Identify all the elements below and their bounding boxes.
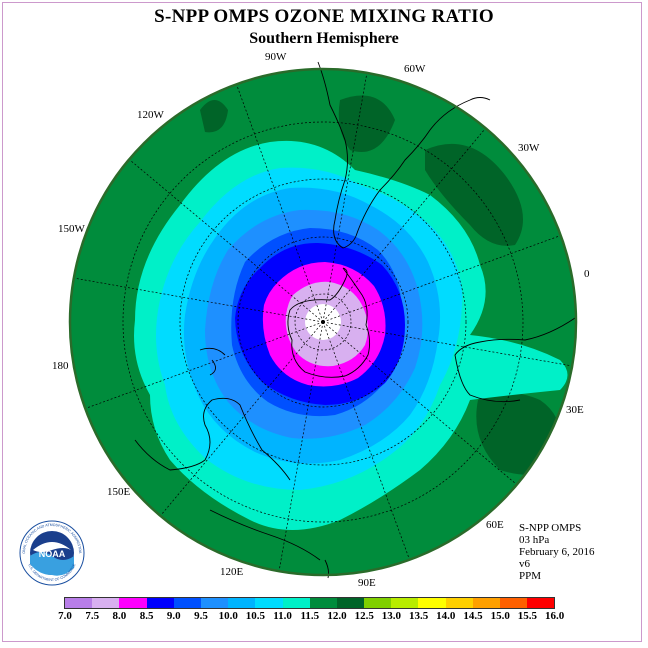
colorbar-swatch xyxy=(472,598,500,608)
colorbar-ticks: 7.0 7.5 8.0 8.5 9.0 9.5 10.0 10.5 11.0 11.5 12.0 12… xyxy=(0,610,648,624)
lon-label-30e: 30E xyxy=(566,404,584,416)
contour-12-0-patch-a xyxy=(200,100,228,133)
colorbar-swatch xyxy=(65,598,93,608)
map-title: S-NPP OMPS OZONE MIXING RATIO xyxy=(154,6,494,27)
coast-antarctica xyxy=(287,267,371,378)
ozone-field xyxy=(70,69,576,575)
figure-frame xyxy=(2,2,642,642)
colorbar xyxy=(64,597,556,609)
contour-12-0-patch-c xyxy=(425,143,523,246)
map-rim xyxy=(68,67,578,577)
colorbar-tick-label: 8.5 xyxy=(139,610,154,622)
lon-label-0: 0 xyxy=(584,268,590,280)
colorbar-tick-label: 16.0 xyxy=(544,610,565,622)
colorbar-swatch xyxy=(173,598,201,608)
colorbar-tick-label: 15.0 xyxy=(490,610,510,622)
lon-label-30w: 30W xyxy=(518,142,540,154)
colorbar-tick-label: 7.0 xyxy=(58,610,72,622)
info-level: 03 hPa xyxy=(519,534,550,546)
coast-new-zealand xyxy=(199,347,226,376)
lon-label-90w: 90W xyxy=(265,51,287,63)
coast-south-america xyxy=(317,61,491,249)
colorbar-tick-label: 11.5 xyxy=(300,610,320,622)
colorbar-tick-label: 12.5 xyxy=(354,610,374,622)
south-pole-marker xyxy=(321,320,325,324)
colorbar-swatch xyxy=(119,598,147,608)
colorbar-tick-label: 14.5 xyxy=(463,610,483,622)
noaa-logo-text: NOAA xyxy=(39,549,66,559)
colorbar-swatch xyxy=(336,598,365,608)
map-subtitle: Southern Hemisphere xyxy=(249,30,399,47)
colorbar-tick-label: 11.0 xyxy=(273,610,292,622)
graticule xyxy=(73,72,573,572)
colorbar-tick-label: 10.5 xyxy=(245,610,266,622)
colorbar-tick-label: 13.5 xyxy=(408,610,429,622)
contour-12-0-patch-b xyxy=(338,95,395,152)
colorbar-swatch xyxy=(200,598,229,608)
colorbar-tick-label: 15.5 xyxy=(517,610,538,622)
colorbar-swatch xyxy=(418,598,446,608)
colorbar-tick-label: 10.0 xyxy=(218,610,238,622)
colorbar-tick-label: 8.0 xyxy=(112,610,127,622)
lon-label-180: 180 xyxy=(52,360,69,372)
coast-australia xyxy=(134,397,291,481)
colorbar-swatch xyxy=(282,598,310,608)
colorbar-swatch xyxy=(309,598,337,608)
colorbar-swatch xyxy=(445,598,473,608)
colorbar-tick-label: 13.0 xyxy=(381,610,402,622)
colorbar-swatch xyxy=(228,598,256,608)
lon-label-150e: 150E xyxy=(107,486,131,498)
latitude-circle-50s xyxy=(122,121,524,523)
colorbar-tick-label: 14.0 xyxy=(436,610,456,622)
lon-label-120w: 120W xyxy=(137,109,164,121)
colorbar-tick-label: 7.5 xyxy=(85,610,100,622)
lon-label-120e: 120E xyxy=(220,566,244,578)
lon-label-60w: 60W xyxy=(404,63,426,75)
coast-indonesia xyxy=(209,509,330,579)
noaa-logo: NOAA NATIONAL OCEANIC AND ATMOSPHERIC AD… xyxy=(19,520,85,586)
colorbar-tick-label: 9.5 xyxy=(194,610,208,622)
colorbar-swatch xyxy=(527,598,555,608)
colorbar-swatch xyxy=(364,598,392,608)
coastlines xyxy=(134,61,576,579)
latitude-circle-80s xyxy=(294,293,352,351)
colorbar-swatch xyxy=(92,598,120,608)
colorbar-tick-label: 12.0 xyxy=(327,610,347,622)
info-instrument: S-NPP OMPS xyxy=(519,522,582,534)
colorbar-swatch xyxy=(255,598,283,608)
colorbar-tick-label: 9.0 xyxy=(166,610,181,622)
info-units: PPM xyxy=(519,570,542,582)
info-date: February 6, 2016 xyxy=(519,546,595,558)
latitude-circle-70s xyxy=(237,236,409,408)
latitude-circle-60s xyxy=(179,178,467,466)
colorbar-swatch xyxy=(391,598,419,608)
product-info: S-NPP OMPS 03 hPa February 6, 2016 v6 PP… xyxy=(519,522,594,582)
info-version: v6 xyxy=(519,558,530,570)
coast-africa xyxy=(454,317,576,403)
colorbar-swatch xyxy=(146,598,174,608)
lon-label-90e: 90E xyxy=(358,577,376,589)
lon-label-150w: 150W xyxy=(58,223,85,235)
colorbar-swatch xyxy=(500,598,528,608)
lon-label-60e: 60E xyxy=(486,519,504,531)
